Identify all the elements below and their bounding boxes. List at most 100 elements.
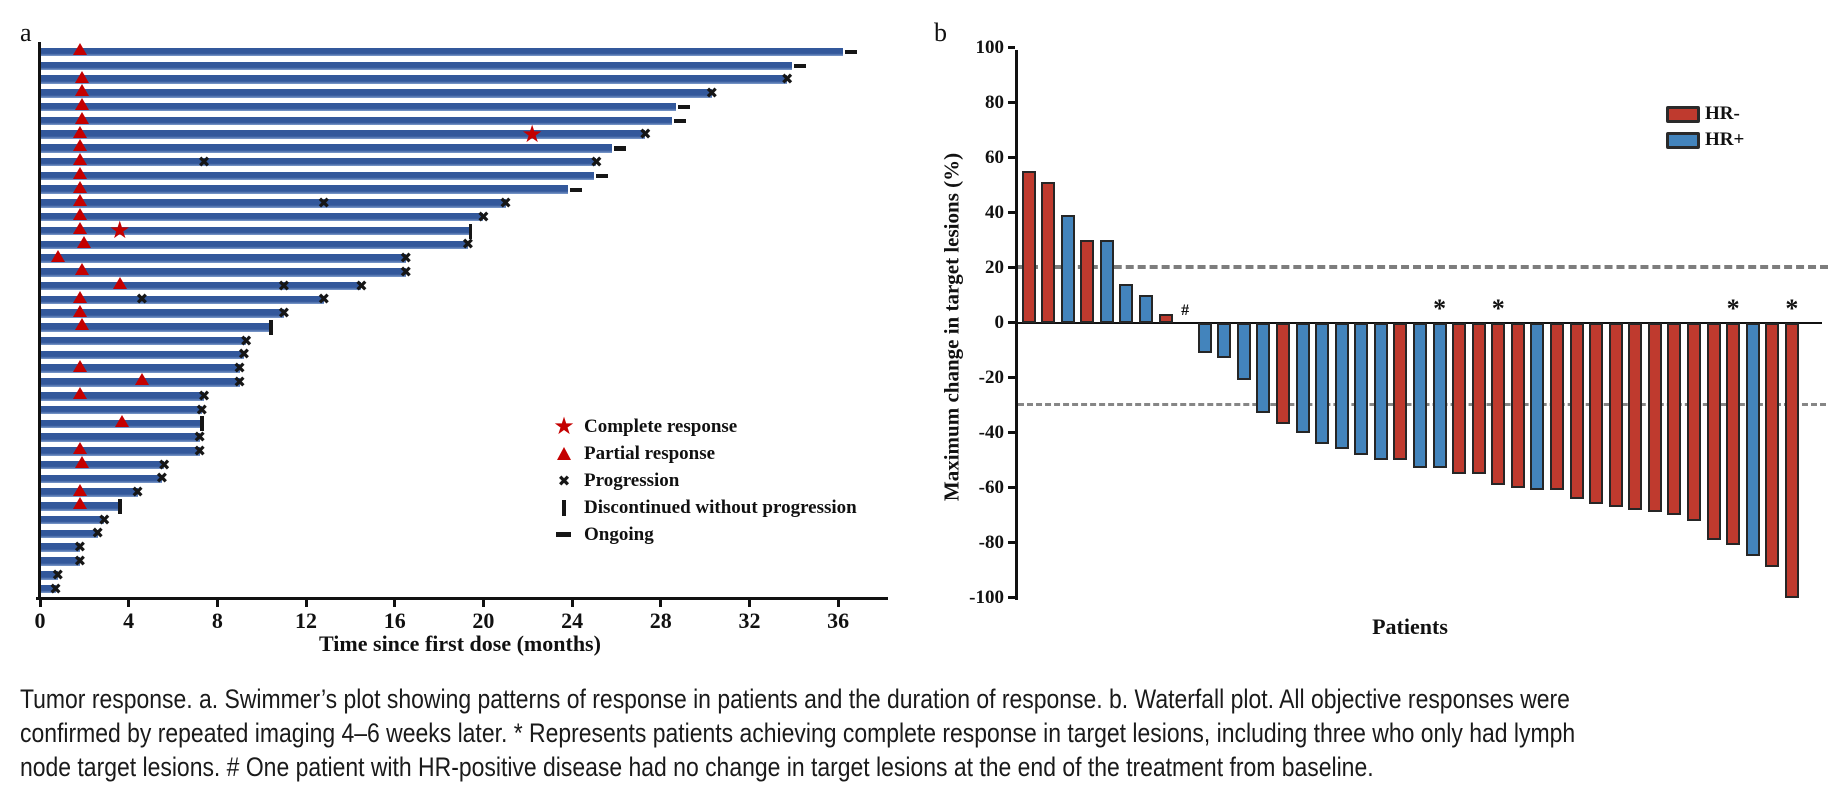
- x-tick-label: 24: [561, 608, 584, 633]
- progression-x-icon: ✖: [590, 152, 603, 171]
- progression-x-icon: ✖: [195, 400, 209, 419]
- waterfall-bar: [1569, 322, 1584, 499]
- y-tick-label: 20: [985, 256, 1004, 278]
- y-tick-label: 40: [985, 201, 1004, 223]
- complete-response-star-icon: ★: [109, 216, 131, 244]
- complete-response-star-icon: ★: [553, 412, 575, 440]
- progression-x-icon: ✖: [51, 565, 65, 584]
- swimmer-bar: [41, 529, 98, 539]
- swimmer-bar: [41, 240, 468, 250]
- swimmer-bar: [41, 474, 162, 484]
- swimmer-bar: [41, 295, 324, 305]
- legend-label-discontinued: Discontinued without progression: [584, 497, 857, 518]
- swimmer-bar: [41, 116, 672, 126]
- progression-x-icon: ✖: [233, 359, 246, 378]
- progression-x-icon: ✖: [135, 290, 149, 309]
- waterfall-bar: [1726, 322, 1741, 546]
- waterfall-bar: [1236, 322, 1251, 381]
- y-tick: [1008, 596, 1015, 600]
- progression-x-icon: ✖: [461, 235, 475, 254]
- complete-response-star-icon: ★: [521, 119, 543, 148]
- waterfall-bar: [1706, 322, 1721, 540]
- swimmer-bar: [41, 364, 240, 373]
- partial-response-triangle-icon: [72, 483, 87, 496]
- waterfall-bar: [1413, 322, 1427, 469]
- waterfall-bar: [1589, 322, 1604, 505]
- progression-x-icon: ✖: [239, 331, 253, 350]
- x-tick-label: 16: [383, 608, 406, 633]
- swimmer-bar: [41, 144, 612, 153]
- discontinued-bar-icon: [200, 416, 204, 432]
- swimmer-bar: [41, 185, 568, 194]
- y-tick: [1008, 486, 1015, 490]
- ongoing-dash-icon: [793, 63, 806, 69]
- x-tick: [570, 600, 574, 607]
- x-tick-label: 20: [472, 608, 495, 633]
- partial-response-triangle-icon: [72, 222, 87, 234]
- progression-x-icon: ✖: [233, 372, 246, 391]
- panel-b-y-axis: [1015, 50, 1018, 600]
- waterfall-bar: [1373, 322, 1388, 461]
- discontinued-bar-icon: [118, 498, 122, 514]
- progression-x-icon: ✖: [557, 472, 571, 490]
- y-tick-label: 80: [985, 91, 1004, 113]
- panel-a-y-axis: [38, 42, 41, 600]
- swimmer-bar: [41, 515, 105, 525]
- swimmer-bar: [41, 488, 138, 497]
- partial-response-triangle-icon: [557, 447, 571, 460]
- discontinued-bar-icon: [269, 319, 273, 335]
- swimmer-bar: [41, 557, 80, 566]
- y-tick-label: 100: [975, 36, 1005, 58]
- waterfall-bar: [1549, 322, 1564, 491]
- waterfall-bar: [1315, 322, 1330, 444]
- ongoing-dash-icon: [596, 173, 609, 179]
- y-tick: [1008, 46, 1015, 50]
- waterfall-bar: [1432, 322, 1447, 469]
- progression-x-icon: ✖: [399, 249, 413, 268]
- partial-response-triangle-icon: [75, 456, 90, 469]
- progression-x-icon: ✖: [197, 152, 211, 171]
- ongoing-dash-icon: [569, 187, 582, 192]
- progression-x-icon: ✖: [73, 551, 87, 570]
- waterfall-bar: [1765, 322, 1780, 568]
- swimmer-bar: [41, 157, 597, 167]
- x-tick: [747, 600, 751, 607]
- swimmer-bar: [41, 61, 792, 71]
- waterfall-bar: [1256, 322, 1271, 414]
- swimmer-bar: [41, 309, 284, 318]
- discontinued-bar-icon: [468, 223, 473, 239]
- complete-response-asterisk: *: [1785, 294, 1799, 323]
- y-tick-label: -60: [978, 476, 1004, 498]
- y-tick: [1008, 376, 1015, 380]
- progression-x-icon: ✖: [97, 510, 111, 529]
- partial-response-triangle-icon: [112, 277, 127, 290]
- hr-negative-swatch-icon: [1666, 106, 1700, 123]
- discontinued-bar-icon: [562, 500, 566, 516]
- y-tick-label: -100: [969, 586, 1004, 608]
- progression-x-icon: ✖: [277, 304, 291, 323]
- waterfall-bar: [1021, 171, 1036, 323]
- progression-x-icon: ✖: [193, 441, 206, 460]
- partial-response-triangle-icon: [75, 111, 90, 124]
- progression-x-icon: ✖: [317, 193, 331, 212]
- waterfall-bar: [1647, 322, 1662, 513]
- waterfall-bar: [1354, 322, 1369, 455]
- waterfall-bar: [1276, 322, 1290, 425]
- progression-x-icon: ✖: [73, 538, 87, 557]
- ongoing-dash-icon: [673, 118, 686, 124]
- waterfall-bar: [1491, 322, 1506, 485]
- swimmer-bar: [41, 323, 271, 332]
- progression-x-icon: ✖: [193, 428, 206, 447]
- x-tick-label: 28: [649, 608, 672, 633]
- waterfall-bar: [1217, 322, 1232, 359]
- partial-response-triangle-icon: [72, 166, 87, 179]
- ongoing-dash-icon: [613, 146, 626, 151]
- complete-response-asterisk: *: [1726, 294, 1740, 323]
- progression-x-icon: ✖: [155, 469, 169, 488]
- legend-label-complete-response: Complete response: [584, 416, 738, 437]
